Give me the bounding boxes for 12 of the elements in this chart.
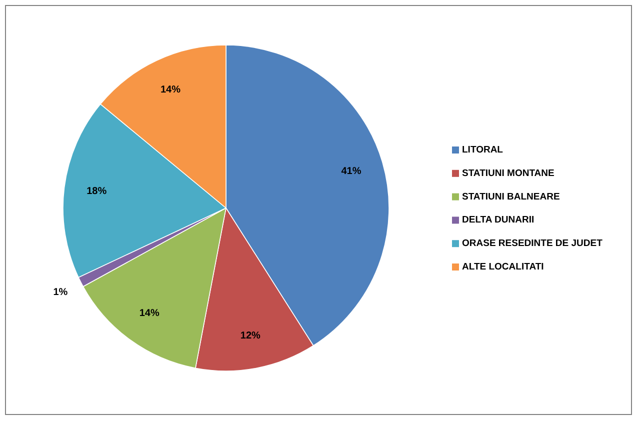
legend-label: ORASE RESEDINTE DE JUDET [462, 238, 603, 250]
legend-label: STATIUNI MONTANE [462, 168, 554, 179]
legend-label: STATIUNI BALNEARE [462, 191, 560, 202]
legend-label: DELTA DUNARII [462, 214, 534, 226]
data-label: 41% [341, 166, 362, 178]
data-label: 18% [86, 186, 107, 198]
legend-label: LITORAL [462, 144, 504, 156]
data-label: 14% [160, 84, 181, 96]
data-label: 14% [139, 308, 160, 319]
data-label: 1% [53, 286, 68, 298]
legend-label: ALTE LOCALITATI [462, 262, 544, 272]
data-label: 12% [240, 330, 261, 342]
